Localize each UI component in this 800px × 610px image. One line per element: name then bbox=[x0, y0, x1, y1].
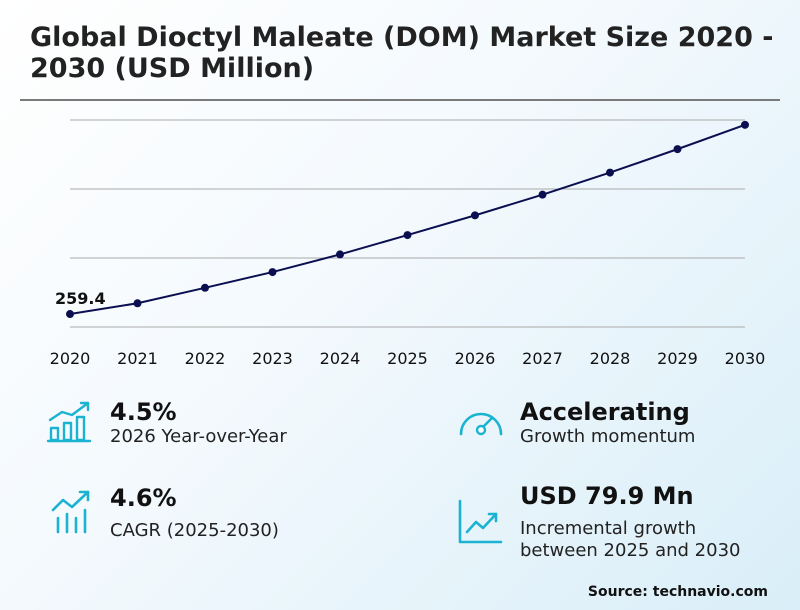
speedometer-icon bbox=[459, 412, 503, 436]
data-point-2024 bbox=[336, 250, 344, 259]
x-tick-label-2030: 2030 bbox=[725, 349, 766, 368]
stat-incremental-value: USD 79.9 Mn bbox=[520, 482, 694, 510]
data-point-2029 bbox=[673, 145, 682, 154]
series-line-0 bbox=[69, 123, 746, 316]
stat-incremental-label-line2: between 2025 and 2030 bbox=[520, 540, 741, 561]
stat-yoy-label: 2026 Year-over-Year bbox=[110, 426, 287, 447]
x-tick-labels: 2020 2021 2022 2023 2024 2025 2026 2027 2028 2029… bbox=[50, 349, 766, 368]
x-tick-label-2020: 2020 bbox=[50, 349, 91, 368]
data-point-2025 bbox=[403, 231, 412, 240]
data-point-2026 bbox=[471, 211, 479, 220]
stat-cagr: 4.6% CAGR (2025-2030) bbox=[110, 484, 279, 542]
data-label-2020: 259.4 bbox=[55, 289, 106, 308]
stat-cagr-label: CAGR (2025-2030) bbox=[110, 520, 279, 541]
x-tick-label-2022: 2022 bbox=[185, 349, 226, 368]
stat-momentum-label: Growth momentum bbox=[520, 426, 696, 447]
grid-lines bbox=[70, 119, 745, 328]
chart-title: Global Dioctyl Maleate (DOM) Market Size… bbox=[30, 22, 774, 84]
stat-incremental: USD 79.9 Mn Incremental growth between 2… bbox=[520, 482, 740, 562]
source-note: Source: technavio.com bbox=[587, 584, 768, 600]
line-chart: 2020 2021 2022 2023 2024 2025 2026 2027 2028 2029… bbox=[50, 119, 766, 368]
x-tick-label-2023: 2023 bbox=[252, 349, 293, 368]
x-tick-label-2026: 2026 bbox=[455, 349, 496, 368]
x-tick-label-2025: 2025 bbox=[387, 349, 428, 368]
data-point-2022 bbox=[201, 283, 209, 292]
x-tick-label-2027: 2027 bbox=[522, 349, 563, 368]
stat-incremental-label-line1: Incremental growth bbox=[520, 518, 697, 539]
x-tick-label-2021: 2021 bbox=[117, 349, 158, 368]
stat-yoy: 4.5% 2026 Year-over-Year bbox=[110, 398, 287, 448]
stat-momentum-value: Accelerating bbox=[520, 398, 690, 426]
data-point-2030 bbox=[741, 120, 749, 129]
data-labels: 259.4 bbox=[55, 289, 106, 308]
stat-momentum: Accelerating Growth momentum bbox=[520, 398, 695, 448]
data-points bbox=[66, 120, 749, 319]
data-point-2021 bbox=[133, 299, 142, 308]
data-point-2020 bbox=[66, 310, 74, 319]
data-point-2023 bbox=[268, 268, 277, 277]
x-tick-label-2029: 2029 bbox=[657, 349, 698, 368]
data-point-2027 bbox=[538, 190, 547, 199]
line-chart-icon bbox=[458, 499, 503, 544]
stat-yoy-value: 4.5% bbox=[110, 398, 177, 426]
data-point-2028 bbox=[606, 168, 614, 177]
series-line-layer bbox=[69, 123, 746, 316]
stat-cagr-value: 4.6% bbox=[110, 484, 177, 512]
x-tick-label-2028: 2028 bbox=[590, 349, 631, 368]
x-tick-label-2024: 2024 bbox=[320, 349, 361, 368]
trend-bars-icon bbox=[51, 490, 90, 534]
title-divider bbox=[20, 99, 780, 101]
bar-growth-icon bbox=[46, 401, 92, 443]
